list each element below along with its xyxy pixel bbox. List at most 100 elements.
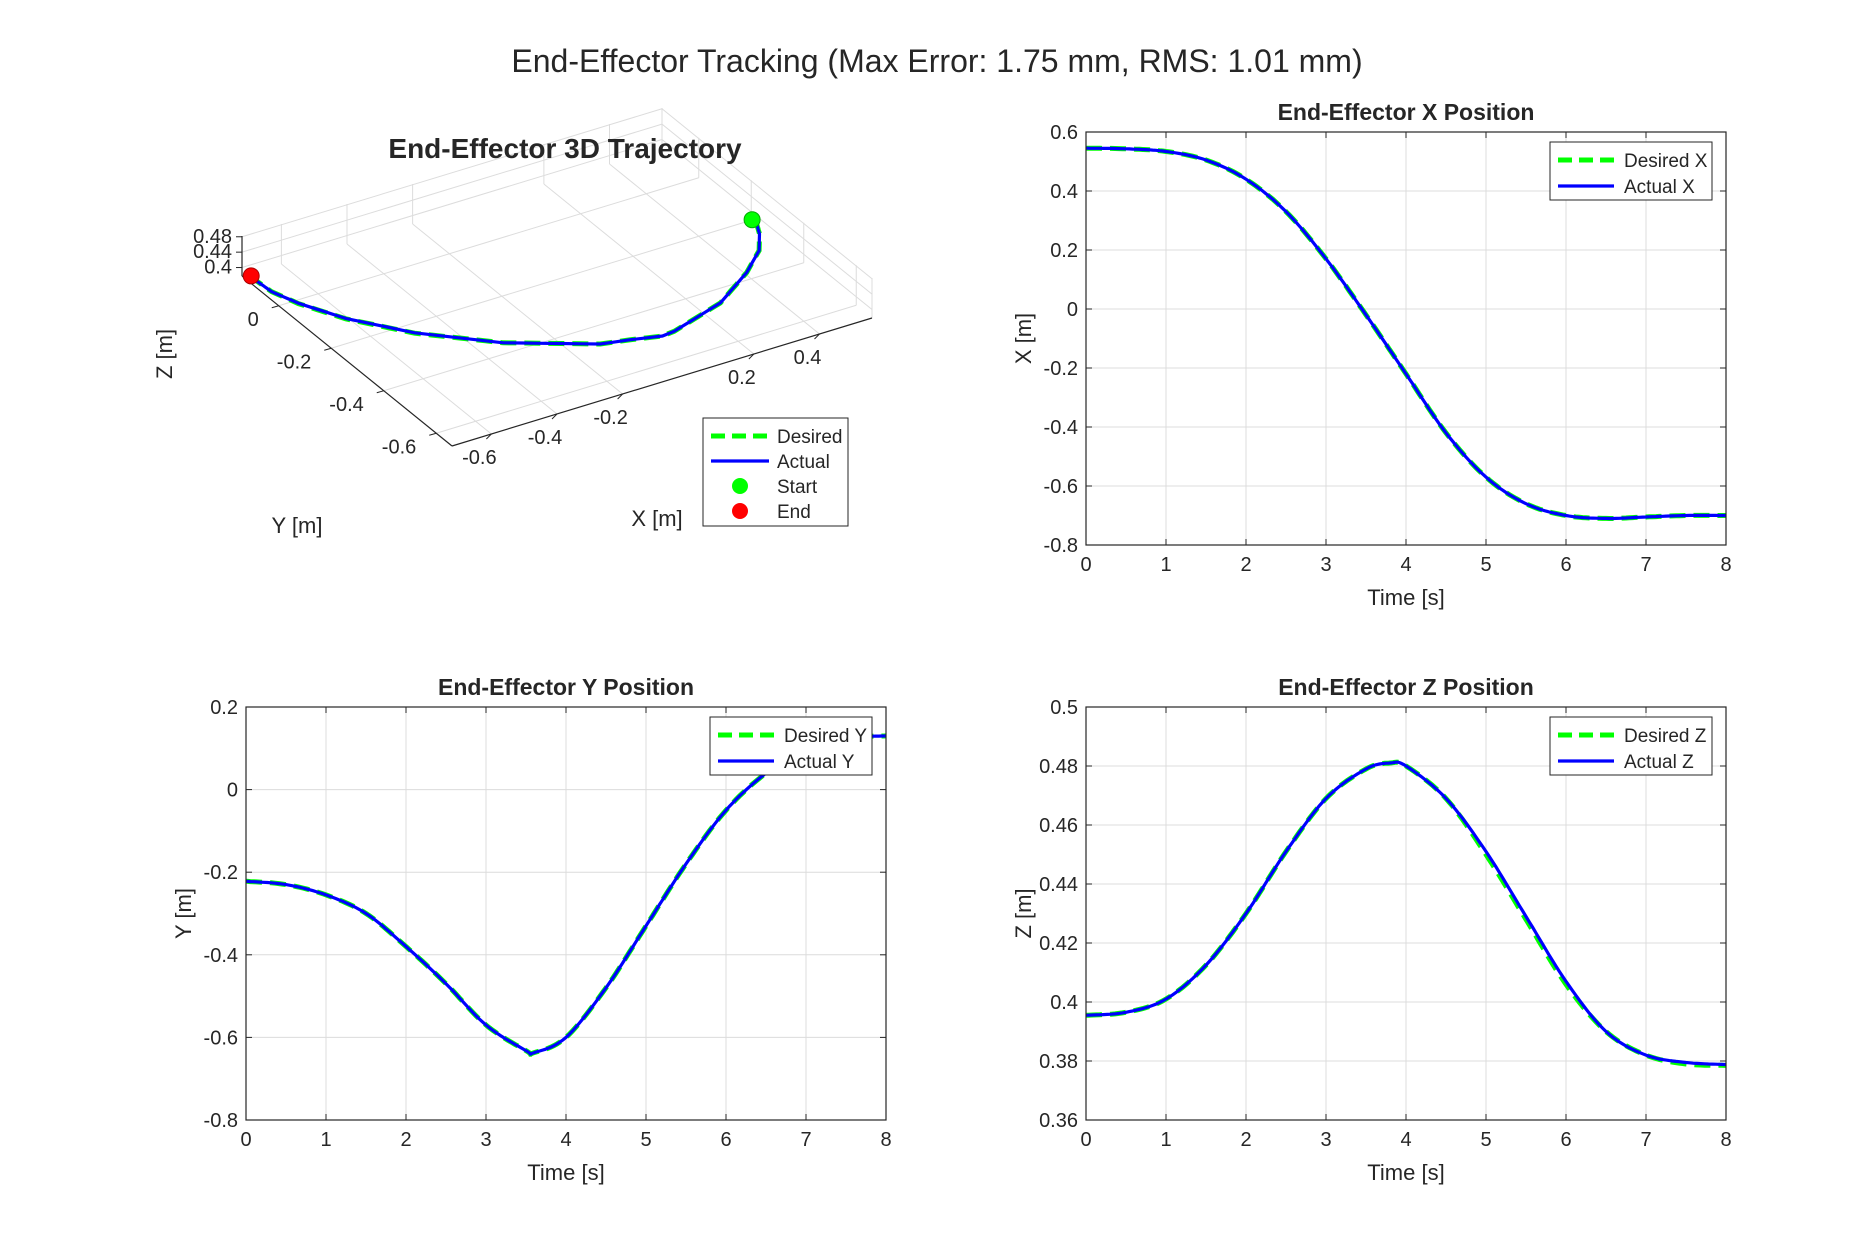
traj3d-xtick-label: 0.2 (728, 367, 756, 389)
figure-suptitle: End-Effector Tracking (Max Error: 1.75 m… (511, 43, 1362, 79)
ypos-xtick-label: 2 (400, 1129, 411, 1151)
traj3d-gridline-back-z (241, 139, 663, 269)
traj3d-ytick (324, 347, 332, 351)
zpos-ytick-label: 0.36 (1039, 1110, 1078, 1132)
xpos-legend-label: Actual X (1624, 177, 1695, 198)
traj3d-gridline-side-z (661, 139, 873, 310)
zpos-xtick-label: 0 (1080, 1129, 1091, 1151)
xpos-xtick-label: 8 (1720, 554, 1731, 576)
xpos-xlabel: Time [s] (1367, 585, 1444, 610)
ypos-xtick-label: 1 (320, 1129, 331, 1151)
traj3d-legend-label: Actual (777, 452, 830, 473)
traj3d-zlabel: Z [m] (152, 329, 177, 379)
xpos-xtick-label: 5 (1480, 554, 1491, 576)
zpos-legend-label: Actual Z (1624, 752, 1694, 773)
zpos-xtick-label: 6 (1560, 1129, 1571, 1151)
traj3d-ytick (376, 390, 384, 394)
traj3d-legend-label: End (777, 502, 811, 523)
xpos-xtick-label: 6 (1560, 554, 1571, 576)
traj3d-legend-label: Desired (777, 427, 842, 448)
traj3d-title: End-Effector 3D Trajectory (388, 133, 742, 164)
xpos-ytick-label: 0 (1067, 299, 1078, 321)
traj3d-xtick (486, 433, 492, 440)
traj3d-end-marker (242, 267, 260, 285)
zpos-ytick-label: 0.46 (1039, 815, 1078, 837)
zpos-ytick-label: 0.42 (1039, 933, 1078, 955)
zpos-ylabel: Z [m] (1011, 888, 1036, 938)
xpos-xtick-label: 0 (1080, 554, 1091, 576)
zpos-ytick-label: 0.5 (1050, 697, 1078, 719)
traj3d-xlabel: X [m] (631, 506, 682, 531)
traj3d-gridline-floor-y (436, 304, 857, 434)
zpos-xtick-label: 3 (1320, 1129, 1331, 1151)
traj3d-xtick (814, 333, 820, 340)
zpos-title: End-Effector Z Position (1278, 674, 1534, 700)
ypos-xlabel: Time [s] (527, 1160, 604, 1185)
traj3d-gridline-floor-x (412, 223, 623, 395)
ypos-ylabel: Y [m] (171, 888, 196, 939)
traj3d-xtick (551, 413, 558, 420)
xpos-ytick-label: -0.4 (1044, 417, 1078, 439)
ypos-xtick-label: 3 (480, 1129, 491, 1151)
xpos-title: End-Effector X Position (1278, 99, 1535, 125)
traj3d-ztick-label: 0.4 (204, 257, 232, 279)
traj3d-ztick-label: 0.44 (193, 241, 232, 263)
xpos-ytick-label: -0.8 (1044, 535, 1078, 557)
ypos-xtick-label: 4 (560, 1129, 571, 1151)
zpos-xlabel: Time [s] (1367, 1160, 1444, 1185)
traj3d-y-axis (241, 275, 453, 447)
xpos-xtick-label: 2 (1240, 554, 1251, 576)
traj3d-gridline-floor-x (281, 263, 492, 435)
xpos-ytick-label: -0.6 (1044, 476, 1078, 498)
zpos-ytick-label: 0.4 (1050, 992, 1078, 1014)
traj3d-gridline-floor-x (609, 163, 820, 335)
traj3d-ytick (271, 305, 279, 309)
ypos-ytick-label: -0.2 (204, 862, 238, 884)
zpos-xtick-label: 8 (1720, 1129, 1731, 1151)
ypos-legend-label: Actual Y (784, 752, 855, 773)
zpos-xtick-label: 5 (1480, 1129, 1491, 1151)
traj3d-ylabel: Y [m] (272, 513, 323, 538)
ypos-ytick-label: -0.4 (204, 945, 238, 967)
ypos-xtick-label: 5 (640, 1129, 651, 1151)
trajectory-3d-plot: -0.6-0.4-0.20.20.4-0.6-0.4-0.200.40.440.… (152, 108, 873, 538)
traj3d-x-axis (451, 317, 873, 447)
ypos-ytick-label: 0.2 (210, 697, 238, 719)
traj3d-gridline-floor-y (278, 177, 699, 307)
zpos-series-actual (1086, 760, 1726, 1067)
zpos-legend-label: Desired Z (1624, 726, 1707, 747)
xpos-ytick-label: -0.2 (1044, 358, 1078, 380)
traj3d-gridline-floor-x (543, 183, 755, 355)
xpos-xtick-label: 1 (1160, 554, 1171, 576)
traj3d-gridline-back-z (241, 123, 663, 253)
ypos-xtick-label: 8 (880, 1129, 891, 1151)
traj3d-ytick-label: -0.4 (329, 394, 363, 416)
traj3d-xtick-label: -0.6 (462, 447, 496, 469)
xpos-xtick-label: 7 (1640, 554, 1651, 576)
zpos-xtick-label: 4 (1400, 1129, 1411, 1151)
traj3d-ytick-label: -0.2 (277, 351, 311, 373)
zpos-xtick-label: 2 (1240, 1129, 1251, 1151)
xpos-ytick-label: 0.6 (1050, 122, 1078, 144)
traj3d-ytick (429, 432, 437, 436)
xpos-ytick-label: 0.2 (1050, 240, 1078, 262)
traj3d-xtick-label: 0.4 (794, 347, 822, 369)
traj3d-xtick-label: -0.4 (528, 427, 562, 449)
traj3d-xtick (617, 393, 623, 400)
zpos-legend-box (1549, 716, 1713, 776)
ypos-ytick-label: -0.8 (204, 1110, 238, 1132)
traj3d-gridline-floor-y (331, 219, 752, 349)
zpos-xtick-label: 7 (1640, 1129, 1651, 1151)
xpos-legend-label: Desired X (1624, 151, 1708, 172)
traj3d-ytick-label: 0 (248, 309, 259, 331)
zpos-ytick-label: 0.48 (1039, 756, 1078, 778)
z-position-plot: 0 1 2 3 4 5 6 7 8 0.36 0.38 0.4 0.42 0.44 0.46 0.48 0.5 E… (1011, 674, 1732, 1185)
zpos-ytick-label: 0.38 (1039, 1051, 1078, 1073)
traj3d-ztick-label: 0.48 (193, 226, 232, 248)
traj3d-series-actual (250, 218, 762, 346)
x-position-plot: 0 1 2 3 4 5 6 7 8 -0.8 -0.6 -0.4 -0.2 0 0.2 0.4 0.6 End-E… (1011, 99, 1732, 610)
traj3d-start-marker (743, 211, 761, 229)
ypos-xtick-label: 6 (720, 1129, 731, 1151)
xpos-legend-box (1549, 141, 1713, 201)
